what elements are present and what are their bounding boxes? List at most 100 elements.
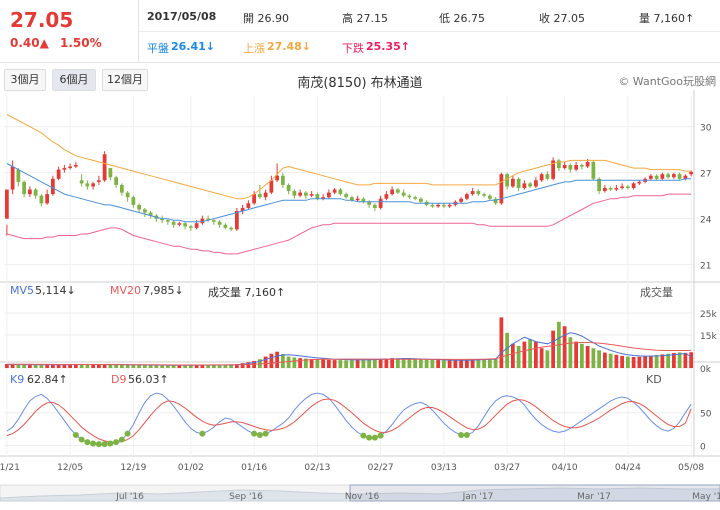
volume-bar [585,346,590,368]
volume-bar [608,353,613,368]
volume-bar [355,360,360,368]
volume-bar [689,352,693,368]
candle-body [597,178,601,192]
volume-bar [223,364,228,368]
candle-body [488,195,492,199]
candle-body [511,178,515,187]
candle-body [51,178,55,195]
price-tick-label: 27 [700,170,711,180]
price-change: 0.40▲ [10,36,49,50]
volume-bar [286,356,291,368]
volume-bar [79,364,84,368]
candle-body [235,211,239,230]
volume-bar [649,355,653,368]
candle-body [160,218,164,221]
candle-body [137,204,141,210]
stock-chart: 3027242111/2112/0512/1901/0201/1602/1302… [0,90,720,502]
volume-bar [597,350,601,368]
candle-body [580,165,584,167]
volume-bar [16,364,21,368]
candle-body [39,195,44,204]
grid [0,90,720,457]
candle-body [125,192,130,198]
candle-body [166,220,170,222]
volume-bar [91,364,95,368]
volume-bar [309,358,314,368]
volume-bar [562,326,567,368]
quote-panel: 27.05 0.40▲ 1.50% [0,0,139,63]
candle-body [85,183,90,187]
k-label: K9 [10,373,25,386]
volume-bar [154,365,159,368]
volume-bar [5,364,9,368]
upper-band-line [6,113,692,200]
candle-body [344,194,348,198]
candle-body [522,183,527,188]
volume-bar [137,364,141,368]
candle-body [614,188,619,190]
volume-bar [493,358,498,368]
kd-oversold-dot [463,431,470,438]
mv20-value: 7,985↓ [143,284,184,297]
volume-bar [315,359,320,368]
last-price: 27.05 [10,8,74,32]
lower-band-value: 25.35↑ [366,40,411,53]
candle-body [361,198,366,202]
navigator[interactable]: Jul '16 Sep '16 Nov '16 Jan '17 Mar '17 May '… [0,484,720,502]
candle-body [74,165,78,167]
candle-body [355,198,360,201]
candle-body [413,197,417,199]
range-6m-button[interactable]: 6個月 [52,69,96,91]
volume-bar [298,358,302,368]
candle-body [298,192,302,196]
volume-bar [56,364,61,368]
candle-body [672,174,676,178]
mv5-label: MV5 [10,284,35,297]
kd-tick-label: 0 [700,442,706,452]
lower-band-label: 下跌 [342,42,364,55]
kd-oversold-dot [458,431,465,438]
candle-body [482,194,486,196]
candle-body [269,180,274,193]
candle-body [200,218,205,224]
candle-body [286,184,291,192]
mid-band-line [6,163,692,223]
volume-bar [235,364,239,368]
date-tick-label: 04/10 [552,463,578,473]
volume-bar [10,364,15,368]
navigator-label: Jan '17 [462,492,494,502]
volume-bar [574,341,578,368]
volume-bar [465,360,469,368]
candle-body [143,209,147,213]
kd-oversold-dot [113,439,120,446]
candle-body [557,160,561,169]
upper-band-value: 27.48↓ [267,40,312,53]
volume-bar [143,365,147,368]
date-tick-label: 02/13 [304,463,330,473]
k-line [6,392,692,445]
range-3m-button[interactable]: 3個月 [4,69,46,91]
volume-bar [603,352,607,368]
flat-label: 平盤 [147,42,169,55]
kd-oversold-dot [371,434,378,441]
volume-bar [447,360,452,368]
volume-bar [534,341,538,368]
navigator-series [0,487,720,502]
watermark: © WantGoo玩股網 [618,75,716,88]
candle-body [505,174,509,187]
volume-bar [528,339,532,368]
volume-bar [591,348,596,368]
price-tick-label: 30 [700,124,712,134]
range-12m-button[interactable]: 12個月 [102,69,148,91]
candle-body [470,191,475,195]
candle-body [108,168,113,178]
candle-body [562,165,567,169]
volume-bar [568,337,573,368]
volume-bar [51,364,55,368]
volume-bar [281,354,285,368]
volume-bar [505,332,509,368]
volume-bar [275,351,279,368]
candle-body [102,154,107,181]
volume-bar [522,341,527,368]
candle-body [114,177,118,185]
